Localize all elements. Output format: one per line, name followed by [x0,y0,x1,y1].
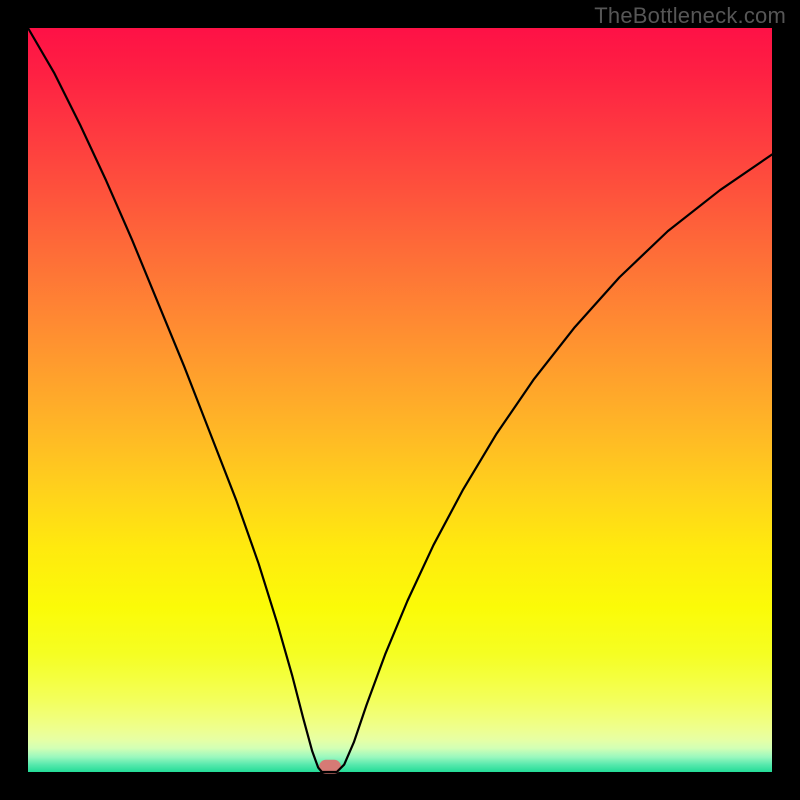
plot-background-gradient [28,28,772,772]
watermark-text: TheBottleneck.com [594,3,786,29]
bottleneck-chart-svg [0,0,800,800]
chart-container: TheBottleneck.com [0,0,800,800]
